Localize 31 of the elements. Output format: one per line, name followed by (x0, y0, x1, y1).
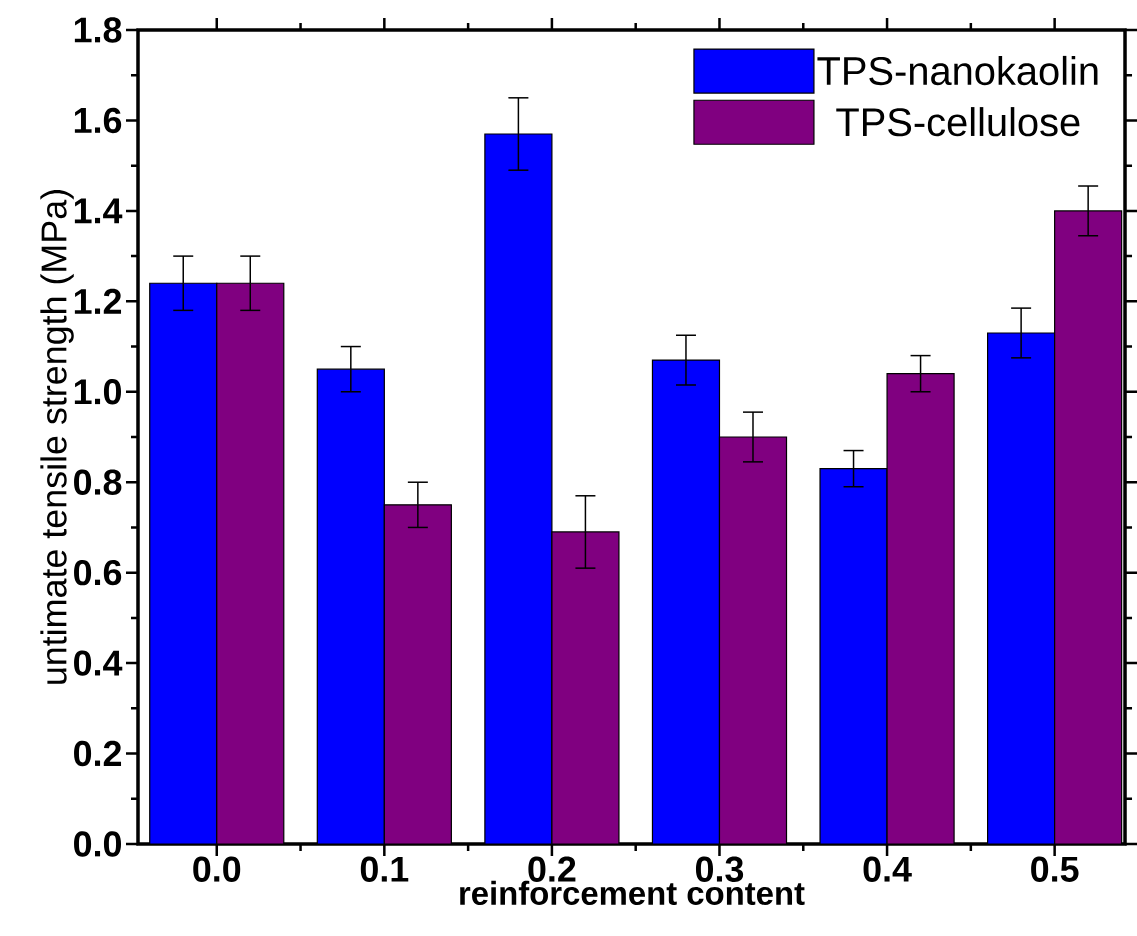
bar (149, 283, 217, 844)
bar (484, 134, 552, 844)
bar (216, 283, 284, 844)
bar (384, 504, 452, 844)
bar (652, 360, 720, 844)
y-tick-label: 0.2 (74, 740, 122, 767)
x-tick-label: 0.4 (863, 856, 912, 882)
y-tick-label: 0.8 (74, 469, 122, 495)
bar (317, 369, 385, 844)
legend-label: TPS-nanokaolin (817, 55, 1098, 86)
y-tick-label: 0.6 (74, 559, 122, 586)
y-tick-label: 1.0 (74, 379, 121, 405)
x-tick-label: 0.5 (1031, 856, 1079, 882)
bar (987, 332, 1056, 844)
y-tick-label: 0.0 (74, 831, 121, 857)
y-tick-label: 0.4 (74, 650, 123, 676)
x-tick-label: 0.0 (193, 856, 241, 882)
x-tick-label: 0.3 (695, 856, 744, 882)
bar (1054, 210, 1123, 844)
bar (887, 373, 955, 844)
legend-label: TPS-cellulose (836, 107, 1080, 137)
x-tick-label: 0.1 (360, 856, 409, 882)
bar (551, 531, 619, 844)
y-tick-label: 1.8 (74, 17, 122, 43)
y-tick-label: 1.6 (74, 107, 122, 134)
y-tick-label: 1.4 (74, 198, 123, 224)
bar (820, 468, 888, 844)
x-tick-label: 0.2 (528, 856, 576, 882)
y-axis-title: untimate tensile strength (MPa) (40, 190, 74, 684)
bar (719, 437, 787, 844)
y-tick-label: 1.2 (74, 288, 122, 314)
